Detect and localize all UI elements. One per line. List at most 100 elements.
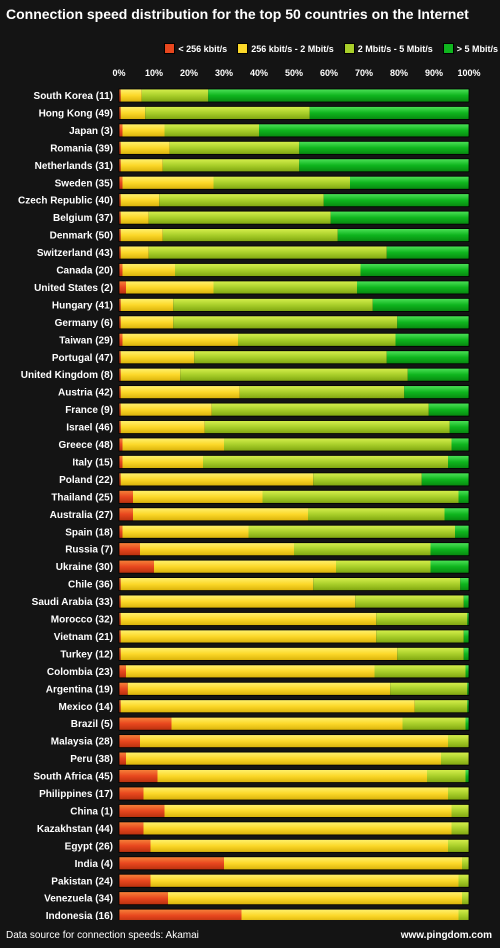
category-label: Italy (15) bbox=[72, 457, 113, 468]
bar-segment bbox=[119, 734, 140, 748]
bar-segment bbox=[119, 368, 121, 382]
bar-segment bbox=[120, 403, 212, 417]
bar-segment bbox=[141, 89, 209, 102]
bar-outline bbox=[118, 210, 470, 225]
bar-segment bbox=[143, 787, 448, 800]
bar-segment bbox=[120, 158, 163, 172]
bar-segment bbox=[120, 211, 149, 225]
bar-row: Ukraine (30) bbox=[56, 559, 470, 574]
bar-outline bbox=[118, 769, 470, 783]
bar-row: Portugal (47) bbox=[52, 350, 470, 365]
bar-segment bbox=[133, 490, 263, 504]
bar-outline bbox=[118, 594, 470, 609]
bar-segment bbox=[262, 490, 459, 504]
legend-label: 256 kbit/s - 2 Mbit/s bbox=[251, 43, 334, 54]
category-label: Russia (7) bbox=[65, 545, 113, 556]
bar-row: India (4) bbox=[75, 856, 470, 871]
bar-segment bbox=[173, 298, 373, 312]
bar-row: Hungary (41) bbox=[52, 297, 470, 312]
bar-segment bbox=[119, 263, 123, 277]
bar-segment bbox=[465, 717, 469, 731]
bar-row: Italy (15) bbox=[72, 455, 470, 469]
bar-segment bbox=[465, 664, 469, 678]
x-tick-label: 10% bbox=[145, 68, 163, 78]
bar-segment bbox=[119, 350, 121, 364]
category-label: Greece (48) bbox=[59, 440, 113, 451]
category-label: Portugal (47) bbox=[52, 353, 113, 364]
category-label: South Africa (45) bbox=[33, 772, 113, 783]
bar-segment bbox=[150, 874, 459, 888]
bar-row: Colombia (23) bbox=[47, 664, 470, 679]
bar-segment bbox=[430, 542, 469, 556]
x-tick-label: 100% bbox=[457, 68, 480, 78]
bar-row: Spain (18) bbox=[65, 524, 470, 539]
bar-segment bbox=[122, 455, 203, 469]
bar-outline bbox=[118, 908, 470, 920]
bar-outline bbox=[118, 175, 470, 190]
bar-segment bbox=[357, 280, 469, 294]
bar-outline bbox=[118, 367, 470, 382]
bar-outline bbox=[118, 664, 470, 679]
bar-row: Peru (38) bbox=[70, 751, 470, 766]
category-label: Belgium (37) bbox=[53, 213, 113, 224]
bar-segment bbox=[119, 839, 151, 853]
bar-outline bbox=[118, 402, 470, 417]
x-tick-label: 80% bbox=[390, 68, 408, 78]
category-label: Philippines (17) bbox=[39, 789, 113, 800]
bar-segment bbox=[404, 385, 469, 399]
bar-segment bbox=[119, 874, 151, 888]
bar-outline bbox=[118, 263, 470, 277]
bar-row: South Africa (45) bbox=[33, 769, 470, 783]
site-url: www.pingdom.com bbox=[400, 930, 492, 941]
bar-segment bbox=[120, 595, 356, 609]
bar-segment bbox=[119, 507, 133, 521]
bar-segment bbox=[122, 176, 214, 190]
bar-segment bbox=[444, 507, 469, 521]
category-label: United Kingdom (8) bbox=[21, 370, 113, 381]
bar-segment bbox=[122, 333, 238, 347]
bar-outline bbox=[118, 193, 470, 208]
bar-segment bbox=[224, 856, 462, 870]
bar-row: Indonesia (16) bbox=[46, 908, 470, 920]
bar-outline bbox=[118, 455, 470, 469]
category-label: Hungary (41) bbox=[52, 300, 113, 311]
category-label: Thailand (25) bbox=[51, 492, 113, 503]
bar-row: Romania (39) bbox=[50, 140, 470, 155]
bar-segment bbox=[157, 769, 427, 783]
bar-segment bbox=[168, 891, 462, 905]
bar-segment bbox=[451, 438, 469, 451]
bar-segment bbox=[204, 420, 450, 434]
bar-segment bbox=[120, 193, 160, 207]
legend-item: < 256 kbit/s bbox=[164, 43, 227, 54]
bar-row: Germany (6) bbox=[55, 315, 470, 330]
bar-outline bbox=[118, 699, 470, 714]
bar-segment bbox=[458, 490, 469, 504]
bar-outline bbox=[118, 332, 470, 347]
bar-segment bbox=[148, 246, 387, 260]
bar-segment bbox=[143, 821, 452, 835]
bar-row: France (9) bbox=[65, 402, 470, 417]
bar-row: Netherlands (31) bbox=[35, 158, 470, 173]
category-label: Egypt (26) bbox=[65, 841, 113, 852]
bar-segment bbox=[140, 542, 294, 556]
category-label: Turkey (12) bbox=[60, 649, 113, 660]
bar-segment bbox=[120, 246, 149, 260]
bar-outline bbox=[118, 559, 470, 574]
category-label: Spain (18) bbox=[65, 527, 113, 538]
bar-row: Kazakhstan (44) bbox=[37, 821, 470, 836]
bar-segment bbox=[395, 333, 469, 347]
legend-swatch bbox=[343, 43, 355, 54]
bar-row: Thailand (25) bbox=[51, 489, 470, 504]
bar-segment bbox=[259, 123, 469, 137]
bar-row: Taiwan (29) bbox=[59, 332, 470, 347]
category-label: Brazil (5) bbox=[71, 719, 113, 730]
category-label: Canada (20) bbox=[56, 266, 113, 277]
bar-segment bbox=[164, 123, 259, 137]
bar-row: Argentina (19) bbox=[46, 681, 470, 696]
bar-row: Greece (48) bbox=[59, 437, 470, 452]
bar-segment bbox=[126, 280, 214, 294]
category-label: Malaysia (28) bbox=[51, 737, 113, 748]
bar-segment bbox=[350, 176, 469, 190]
bar-segment bbox=[448, 455, 469, 469]
category-label: Peru (38) bbox=[70, 754, 113, 765]
